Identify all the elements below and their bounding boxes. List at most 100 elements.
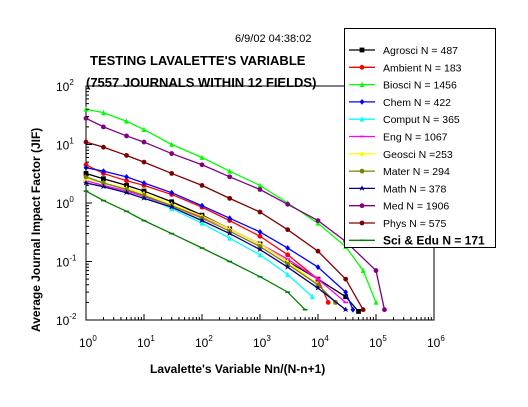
legend-swatch-marker (359, 239, 365, 242)
data-point (101, 144, 106, 150)
legend-swatch-marker (359, 64, 365, 70)
data-point (124, 210, 129, 213)
y-tick-label: 100 (56, 195, 74, 211)
data-point (83, 139, 89, 145)
data-point (141, 180, 147, 186)
data-point (141, 126, 147, 132)
series-12 (83, 190, 308, 311)
data-point (101, 109, 106, 116)
legend-swatch-marker (359, 47, 365, 53)
legend-item: Biosci N = 1456 (349, 80, 457, 92)
data-point (315, 248, 321, 254)
data-point (343, 301, 349, 304)
data-point (315, 264, 321, 271)
data-point (302, 308, 308, 311)
y-axis-label: Average Journal Impact Factor (JIF) (29, 128, 43, 332)
chart-timestamp: 6/9/02 04:38:02 (235, 33, 311, 45)
data-point (315, 278, 321, 280)
legend-item: Comput N = 365 (349, 114, 460, 126)
data-point (199, 217, 205, 224)
data-point (257, 233, 263, 239)
data-point (257, 187, 263, 192)
x-tick-label: 101 (137, 334, 155, 350)
y-tick-label: 10-1 (56, 254, 77, 270)
data-point (141, 139, 147, 145)
data-point (373, 268, 379, 273)
data-point (343, 289, 349, 295)
legend-swatch-marker (359, 116, 365, 122)
legend-item: Sci & Edu N = 171 (349, 233, 485, 247)
x-axis-ticks: 100 101 102 103 104 105 106 (79, 314, 445, 350)
data-point (285, 271, 291, 277)
data-point (226, 230, 233, 236)
legend-label: Math N = 378 (383, 183, 446, 195)
legend-label: Comput N = 365 (383, 114, 460, 126)
series-9 (83, 179, 349, 313)
data-point (199, 162, 205, 168)
data-point (342, 306, 349, 313)
legend-label: Agrosci N = 487 (383, 45, 458, 57)
legend-item: Phys N = 575 (349, 218, 446, 230)
data-point (124, 173, 129, 180)
data-point (169, 141, 175, 147)
series-line (85, 172, 360, 312)
data-point (257, 229, 263, 235)
data-point (315, 220, 321, 226)
data-point (123, 189, 130, 196)
series-line (85, 164, 329, 303)
data-point (356, 309, 361, 314)
series-6 (83, 179, 349, 304)
x-axis-label: Lavalette's Variable Nn/(N-n+1) (150, 362, 325, 376)
legend: Agrosci N = 487 Ambient N = 183 Biosci N =… (344, 28, 496, 248)
legend-items: Agrosci N = 487 Ambient N = 183 Biosci N =… (349, 45, 485, 247)
data-point (141, 195, 147, 201)
chart-subtitle: (7557 JOURNALS WITHIN 12 FIELDS) (86, 75, 316, 90)
data-point (199, 182, 205, 188)
series-10 (83, 115, 387, 313)
data-point (325, 299, 331, 305)
legend-label: Phys N = 575 (383, 218, 446, 230)
data-point (315, 282, 321, 288)
legend-item: Geosci N =253 (349, 149, 453, 161)
series-line (85, 167, 354, 310)
data-point (343, 294, 349, 300)
data-point (257, 246, 263, 252)
legend-label: Ambient N = 183 (383, 62, 462, 74)
data-point (227, 174, 233, 180)
legend-swatch-marker (359, 168, 365, 174)
series-5 (83, 173, 315, 300)
data-point (83, 174, 89, 180)
legend-item: Mater N = 294 (349, 166, 450, 178)
data-point (169, 189, 175, 196)
series-layer (83, 106, 387, 314)
data-point (227, 235, 233, 241)
data-point (83, 171, 89, 176)
legend-item: Math N = 378 (349, 183, 446, 195)
legend-label: Chem N = 422 (383, 97, 451, 109)
series-line (85, 176, 313, 298)
data-point (285, 201, 291, 207)
series-line (85, 141, 364, 311)
legend-item: Ambient N = 183 (349, 62, 462, 74)
legend-item: Chem N = 422 (349, 97, 451, 109)
legend-item: Med N = 1906 (349, 201, 449, 213)
data-point (101, 124, 106, 130)
data-point (199, 154, 205, 160)
legend-item: Eng N = 1067 (349, 132, 448, 144)
data-point (169, 232, 175, 235)
data-point (227, 195, 233, 201)
data-point (169, 151, 175, 156)
data-point (124, 178, 129, 184)
data-point (309, 293, 315, 300)
y-tick-label: 102 (56, 78, 74, 94)
data-point (101, 176, 106, 182)
data-point (141, 219, 147, 222)
data-point (199, 202, 205, 209)
data-point (373, 299, 379, 305)
legend-swatch-marker (359, 150, 365, 157)
data-point (124, 133, 129, 139)
legend-item: Agrosci N = 487 (349, 45, 458, 57)
data-point (83, 115, 89, 121)
legend-swatch-marker (359, 135, 365, 138)
data-point (285, 252, 291, 258)
